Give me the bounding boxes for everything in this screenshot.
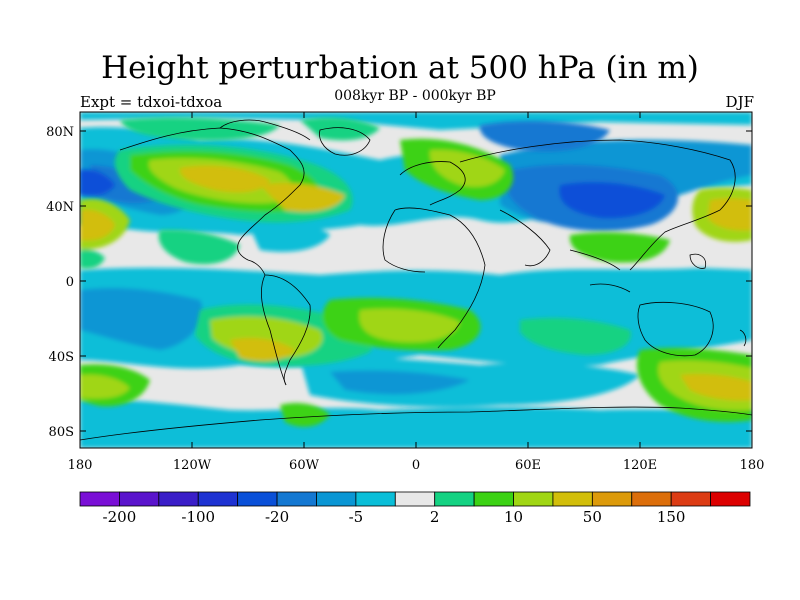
lat-tick-label: 80S: [49, 425, 74, 440]
lat-tick-label: 80N: [46, 125, 74, 140]
colorbar: -200 -100 -20 -5 2 10 50 150: [79, 491, 751, 526]
experiment-label: Expt = tdxoi-tdxoa: [80, 93, 223, 111]
colorbar-swatch: [434, 491, 475, 507]
lon-tick-label: 180: [740, 458, 765, 473]
colorbar-label: -100: [181, 508, 215, 526]
colorbar-label: -5: [349, 508, 364, 526]
period-label: 008kyr BP - 000kyr BP: [334, 88, 496, 104]
colorbar-swatch: [552, 491, 593, 507]
colorbar-swatch: [710, 491, 751, 507]
lon-tick-label: 120W: [173, 458, 212, 473]
colorbar-swatch: [119, 491, 160, 507]
colorbar-label: 150: [657, 508, 686, 526]
lon-tick-label: 60E: [515, 458, 541, 473]
colorbar-swatch: [79, 491, 120, 507]
colorbar-swatch: [237, 491, 278, 507]
colorbar-swatch: [513, 491, 554, 507]
lon-tick-label: 120E: [623, 458, 657, 473]
colorbar-label: 2: [430, 508, 440, 526]
colorbar-label: -200: [103, 508, 137, 526]
colorbar-label: 10: [504, 508, 523, 526]
height-perturbation-field: [80, 112, 752, 448]
colorbar-swatch: [316, 491, 357, 507]
lon-tick-label: 0: [412, 458, 420, 473]
colorbar-swatch: [355, 491, 396, 507]
colorbar-swatch: [276, 491, 317, 507]
colorbar-swatch: [591, 491, 633, 507]
lat-tick-label: 0: [66, 275, 74, 290]
colorbar-swatch: [197, 491, 239, 507]
map-title: Height perturbation at 500 hPa (in m): [101, 50, 699, 86]
colorbar-swatch: [473, 491, 514, 507]
colorbar-label: 50: [583, 508, 602, 526]
colorbar-swatch: [158, 491, 199, 507]
lat-tick-label: 40N: [46, 200, 74, 215]
map-axes: 80N 40N 0 40S 80S 180 120W 60W 0 60E 120E 180: [46, 112, 764, 473]
coastlines: [80, 119, 752, 441]
season-label: DJF: [725, 93, 754, 111]
colorbar-swatch: [670, 491, 711, 507]
colorbar-swatch: [394, 491, 436, 507]
lon-tick-label: 60W: [289, 458, 320, 473]
lat-tick-label: 40S: [49, 350, 74, 365]
colorbar-label: -20: [265, 508, 289, 526]
lon-tick-label: 180: [68, 458, 93, 473]
colorbar-swatch: [631, 491, 672, 507]
